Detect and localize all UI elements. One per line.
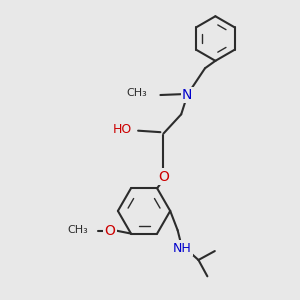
Text: CH₃: CH₃	[67, 225, 88, 235]
Text: N: N	[182, 88, 192, 102]
Text: HO: HO	[113, 123, 132, 136]
Text: O: O	[158, 170, 169, 184]
Text: CH₃: CH₃	[126, 88, 147, 98]
Text: NH: NH	[173, 242, 191, 255]
Text: O: O	[105, 224, 116, 238]
